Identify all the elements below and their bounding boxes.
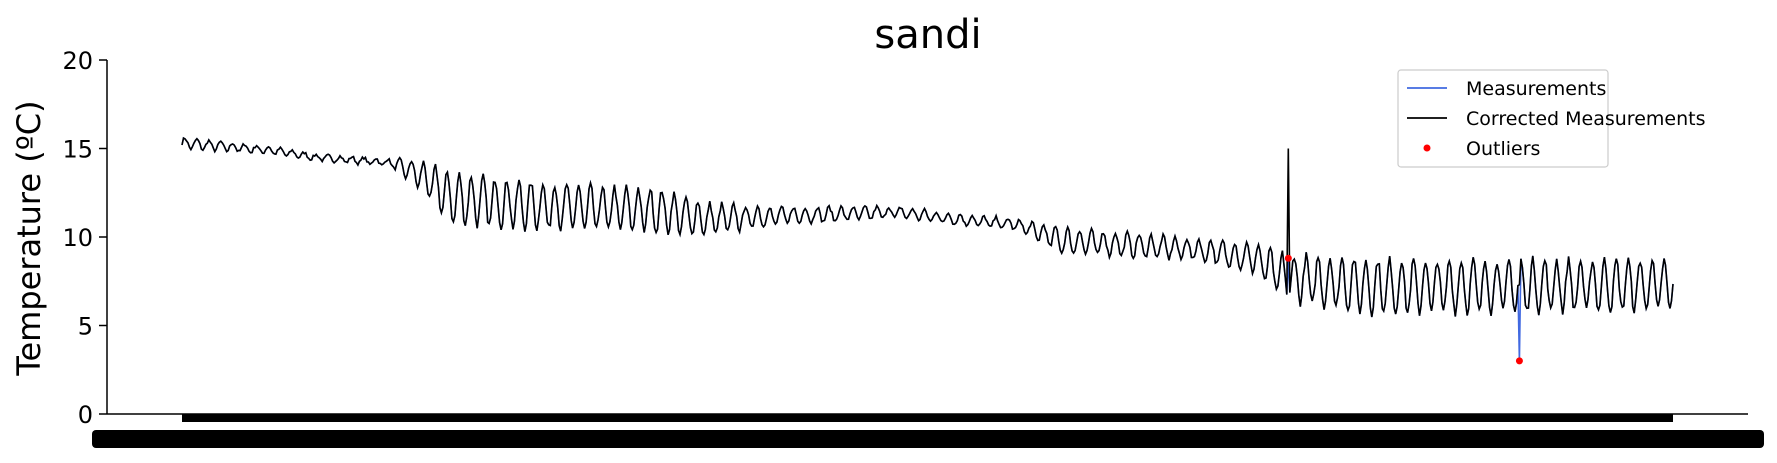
legend-outliers-label: Outliers [1466,138,1540,160]
y-tick-label: 20 [62,47,93,75]
y-axis-label: Temperature (ºC) [10,100,48,376]
measurements-series-line [181,136,1674,361]
legend: Measurements Corrected Measurements Outl… [1397,69,1705,168]
legend-corrected-label: Corrected Measurements [1466,108,1705,130]
y-tick-label: 0 [78,401,93,429]
y-axis: 0 5 10 15 20 [62,47,108,429]
legend-box [1397,69,1609,168]
x-tick-label-band [92,430,1764,448]
legend-outliers-swatch [1423,144,1431,152]
outlier-point [1515,357,1523,365]
corrected-measurements-series-line [181,136,1674,318]
y-tick-label: 5 [78,313,93,341]
x-axis [92,413,1764,448]
outlier-point [1284,254,1292,262]
chart-title: sandi [874,12,981,58]
outliers-series [1284,254,1523,365]
y-tick-label: 10 [62,224,93,252]
y-tick-label: 15 [62,136,93,164]
legend-measurements-label: Measurements [1466,78,1606,100]
x-tick-band [182,414,1673,422]
